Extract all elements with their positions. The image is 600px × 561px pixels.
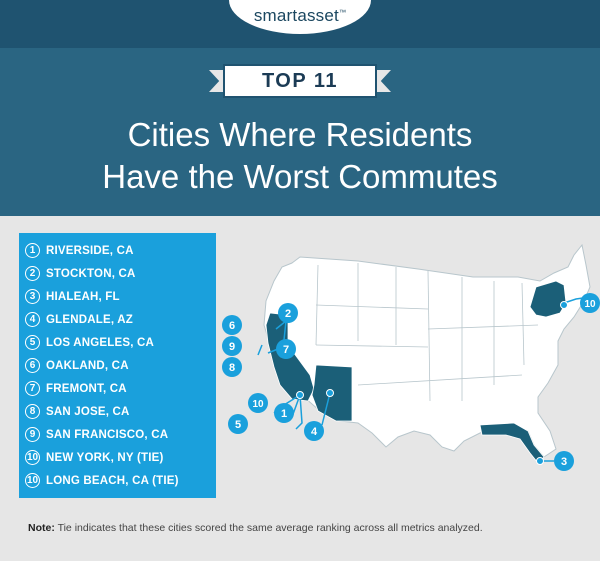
footnote: Note: Tie indicates that these cities sc… (28, 522, 588, 534)
map-marker-9: 9 (222, 336, 242, 356)
map-marker-10-ny: 10 (580, 293, 600, 313)
list-item: 6 OAKLAND, CA (25, 354, 216, 377)
brand-trademark: ™ (338, 9, 347, 17)
list-item: 4 GLENDALE, AZ (25, 308, 216, 331)
map-marker-8: 8 (222, 357, 242, 377)
svg-text:1: 1 (281, 408, 287, 420)
rank-circle: 1 (25, 243, 40, 258)
list-item: 7 FREMONT, CA (25, 377, 216, 400)
ranking-list: 1 RIVERSIDE, CA 2 STOCKTON, CA 3 HIALEAH, F… (19, 233, 216, 492)
header-banner: smartasset™ TOP 11 Cities Where Resident… (0, 0, 600, 216)
rank-circle: 6 (25, 358, 40, 373)
map-marker-2: 2 (278, 303, 298, 323)
state-lines (315, 263, 539, 402)
brand-name: smartasset (253, 6, 339, 25)
list-item: 9 SAN FRANCISCO, CA (25, 423, 216, 446)
state-florida (479, 422, 545, 464)
city-name: SAN FRANCISCO, CA (46, 428, 169, 441)
svg-text:3: 3 (561, 456, 567, 468)
city-name: FREMONT, CA (46, 382, 127, 395)
city-name: OAKLAND, CA (46, 359, 129, 372)
city-name: SAN JOSE, CA (46, 405, 130, 418)
rank-circle: 3 (25, 289, 40, 304)
rank-circle: 10 (25, 450, 40, 465)
rank-circle: 9 (25, 427, 40, 442)
rank-circle: 7 (25, 381, 40, 396)
map-marker-1: 1 (274, 403, 294, 423)
list-item: 10 LONG BEACH, CA (TIE) (25, 469, 216, 492)
list-item: 2 STOCKTON, CA (25, 262, 216, 285)
svg-text:4: 4 (311, 426, 318, 438)
list-item: 10 NEW YORK, NY (TIE) (25, 446, 216, 469)
map-marker-3: 3 (554, 451, 574, 471)
map-marker-7: 7 (276, 339, 296, 359)
svg-text:8: 8 (229, 362, 235, 374)
map-marker-5: 5 (228, 414, 248, 434)
page-title: Cities Where Residents Have the Worst Co… (0, 114, 600, 198)
list-item: 3 HIALEAH, FL (25, 285, 216, 308)
title-line-1: Cities Where Residents (127, 116, 473, 153)
city-name: NEW YORK, NY (TIE) (46, 451, 164, 464)
rank-circle: 8 (25, 404, 40, 419)
map-marker-4: 4 (304, 421, 324, 441)
map-markers: 1 2 3 4 5 6 7 8 9 10 10 (222, 293, 600, 471)
list-item: 8 SAN JOSE, CA (25, 400, 216, 423)
map-marker-6: 6 (222, 315, 242, 335)
rank-circle: 10 (25, 473, 40, 488)
rank-circle: 5 (25, 335, 40, 350)
top-badge: TOP 11 (209, 64, 391, 98)
city-name: GLENDALE, AZ (46, 313, 133, 326)
us-map: 1 2 3 4 5 6 7 8 9 10 10 (222, 243, 600, 471)
note-label: Note: (28, 522, 55, 534)
city-name: HIALEAH, FL (46, 290, 120, 303)
city-name: LONG BEACH, CA (TIE) (46, 474, 179, 487)
brand-logo: smartasset™ (229, 6, 371, 26)
svg-text:2: 2 (285, 308, 291, 320)
city-name: STOCKTON, CA (46, 267, 136, 280)
svg-text:10: 10 (584, 299, 596, 310)
rank-circle: 4 (25, 312, 40, 327)
list-item: 1 RIVERSIDE, CA (25, 239, 216, 262)
svg-text:7: 7 (283, 344, 289, 356)
ranking-panel: 1 RIVERSIDE, CA 2 STOCKTON, CA 3 HIALEAH, F… (19, 233, 216, 498)
list-item: 5 LOS ANGELES, CA (25, 331, 216, 354)
rank-circle: 2 (25, 266, 40, 281)
note-text: Tie indicates that these cities scored t… (57, 522, 483, 534)
city-name: LOS ANGELES, CA (46, 336, 154, 349)
badge-label: TOP 11 (223, 64, 377, 98)
svg-text:9: 9 (229, 341, 235, 353)
map-marker-10-lb: 10 (248, 393, 268, 413)
svg-text:10: 10 (252, 399, 264, 410)
svg-text:6: 6 (229, 320, 235, 332)
svg-text:5: 5 (235, 419, 241, 431)
state-new-york (529, 280, 567, 318)
title-line-2: Have the Worst Commutes (102, 158, 498, 195)
city-name: RIVERSIDE, CA (46, 244, 134, 257)
